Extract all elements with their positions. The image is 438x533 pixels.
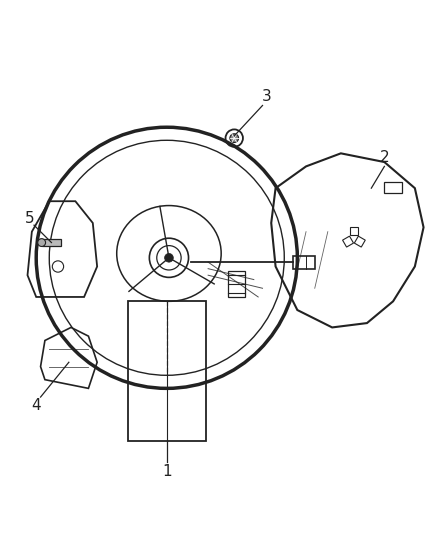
Text: 4: 4 (32, 398, 41, 413)
Circle shape (38, 239, 46, 246)
Text: 1: 1 (162, 464, 172, 479)
Text: 3: 3 (262, 89, 272, 104)
Circle shape (165, 254, 173, 262)
Text: 2: 2 (380, 150, 389, 165)
Bar (127, 301, 206, 441)
Bar (293, 256, 315, 269)
Bar (42, 239, 61, 246)
Circle shape (230, 134, 239, 142)
Bar (228, 271, 245, 297)
Bar (385, 182, 402, 192)
Text: 5: 5 (25, 211, 35, 226)
